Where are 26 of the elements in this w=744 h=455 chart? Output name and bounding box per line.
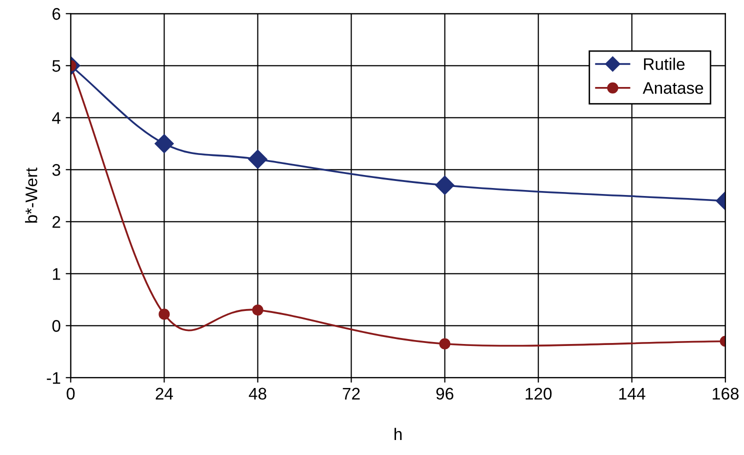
y-tick-label: 2 (52, 216, 60, 228)
point (154, 134, 174, 154)
x-tick-label: 96 (436, 388, 454, 400)
point (439, 338, 450, 350)
point (435, 176, 454, 195)
x-axis-title: h (394, 428, 402, 440)
y-tick-label: 1 (52, 268, 60, 280)
y-tick-label: 6 (52, 8, 60, 20)
legend-label: Rutile (644, 58, 685, 70)
x-tick-label: 168 (712, 388, 739, 400)
y-tick-label: 3 (52, 164, 60, 176)
x-tick-label: 0 (66, 388, 75, 400)
x-tick-label: 48 (248, 388, 266, 400)
y-axis-title: b*-Wert (25, 168, 38, 223)
legend-label: Anatase (642, 82, 704, 94)
point (252, 304, 264, 316)
x-tick-label: 144 (619, 388, 646, 400)
y-tick-label: 5 (52, 60, 60, 72)
y-tick-label: -1 (46, 372, 60, 384)
x-tick-label: 72 (342, 388, 360, 400)
x-tick-label: 120 (526, 388, 552, 400)
point (248, 150, 268, 169)
x-tick-label: 24 (156, 388, 173, 400)
point (158, 308, 170, 320)
y-tick-label: 4 (52, 112, 60, 124)
y-tick-label: 0 (52, 320, 60, 332)
